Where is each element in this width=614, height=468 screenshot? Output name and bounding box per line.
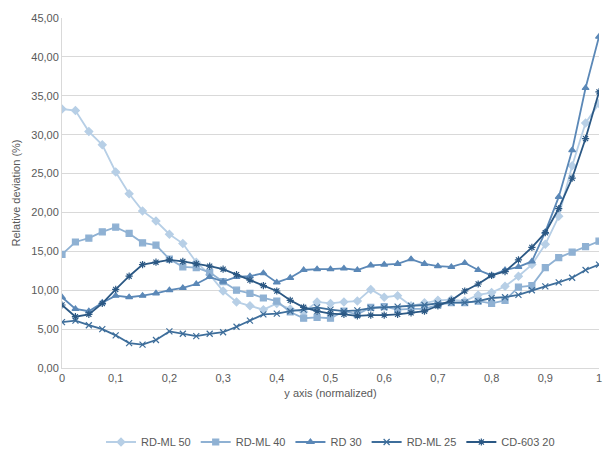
svg-text:0,4: 0,4	[269, 372, 284, 384]
svg-text:RD-ML 40: RD-ML 40	[236, 436, 286, 448]
svg-text:0,6: 0,6	[377, 372, 392, 384]
svg-text:y axis (normalized): y axis (normalized)	[284, 387, 376, 399]
svg-text:5,00: 5,00	[37, 323, 58, 335]
svg-text:20,00: 20,00	[31, 206, 59, 218]
svg-text:Relative deviation (%): Relative deviation (%)	[10, 140, 22, 247]
svg-text:35,00: 35,00	[31, 90, 59, 102]
svg-text:15,00: 15,00	[31, 245, 59, 257]
svg-text:30,00: 30,00	[31, 129, 59, 141]
svg-text:RD 30: RD 30	[330, 436, 361, 448]
svg-text:0,2: 0,2	[162, 372, 177, 384]
svg-text:0,3: 0,3	[215, 372, 230, 384]
svg-text:0: 0	[59, 372, 65, 384]
svg-text:0,8: 0,8	[484, 372, 499, 384]
svg-text:RD-ML 25: RD-ML 25	[407, 436, 457, 448]
svg-text:CD-603 20: CD-603 20	[501, 436, 554, 448]
svg-text:RD-ML 50: RD-ML 50	[141, 436, 191, 448]
svg-text:10,00: 10,00	[31, 284, 59, 296]
svg-text:0,7: 0,7	[430, 372, 445, 384]
svg-text:25,00: 25,00	[31, 167, 59, 179]
svg-text:1: 1	[596, 372, 602, 384]
svg-text:0,9: 0,9	[538, 372, 553, 384]
svg-text:0,00: 0,00	[37, 362, 58, 374]
svg-text:0,5: 0,5	[323, 372, 338, 384]
svg-text:45,00: 45,00	[31, 12, 59, 24]
svg-text:40,00: 40,00	[31, 51, 59, 63]
svg-text:0,1: 0,1	[108, 372, 123, 384]
